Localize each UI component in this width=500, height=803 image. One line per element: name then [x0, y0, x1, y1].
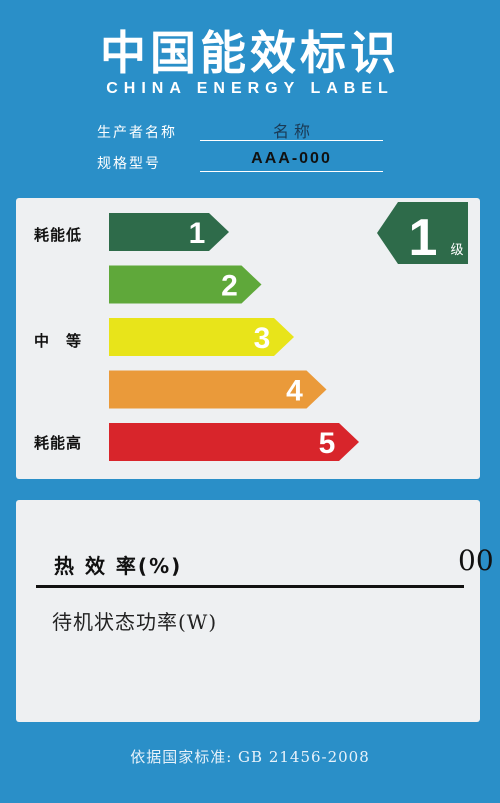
standby-power-label: 待机状态功率(W) — [52, 610, 218, 634]
manufacturer-value: 名 称 — [272, 122, 311, 141]
grade-number-3: 3 — [254, 322, 271, 355]
grade-number-1: 1 — [189, 217, 206, 250]
model-underline — [200, 171, 383, 172]
model-label: 规格型号 — [97, 156, 161, 172]
manufacturer-label: 生产者名称 — [97, 125, 177, 141]
grade-arrow-4 — [109, 370, 327, 409]
manufacturer-underline — [200, 140, 383, 141]
grade-arrow-1 — [109, 213, 229, 251]
grade-arrow-3 — [109, 318, 294, 356]
medium-consumption-label: 中 等 — [34, 332, 83, 350]
label-title-en: CHINA ENERGY LABEL — [106, 80, 394, 97]
high-consumption-label: 耗能高 — [34, 434, 83, 452]
grade-number-5: 5 — [319, 427, 336, 460]
efficiency-label: 热 效 率(%) — [54, 554, 183, 578]
grade-number-2: 2 — [221, 270, 238, 303]
detail-panel — [16, 500, 480, 722]
efficiency-value: 00 — [458, 544, 494, 577]
low-consumption-label: 耗能低 — [34, 226, 83, 244]
grade-number-4: 4 — [286, 375, 303, 408]
rating-suffix: 级 — [450, 243, 463, 258]
rating-indicator — [377, 202, 468, 264]
standard-footer: 依据国家标准: GB 21456-2008 — [130, 748, 370, 766]
model-value: AAA-000 — [251, 150, 332, 167]
label-title-cn: 中国能效标识 — [100, 26, 400, 80]
grade-arrow-2 — [109, 265, 262, 304]
grade-arrow-5 — [109, 423, 359, 461]
efficiency-underline — [36, 585, 464, 588]
rating-number: 1 — [409, 209, 438, 267]
